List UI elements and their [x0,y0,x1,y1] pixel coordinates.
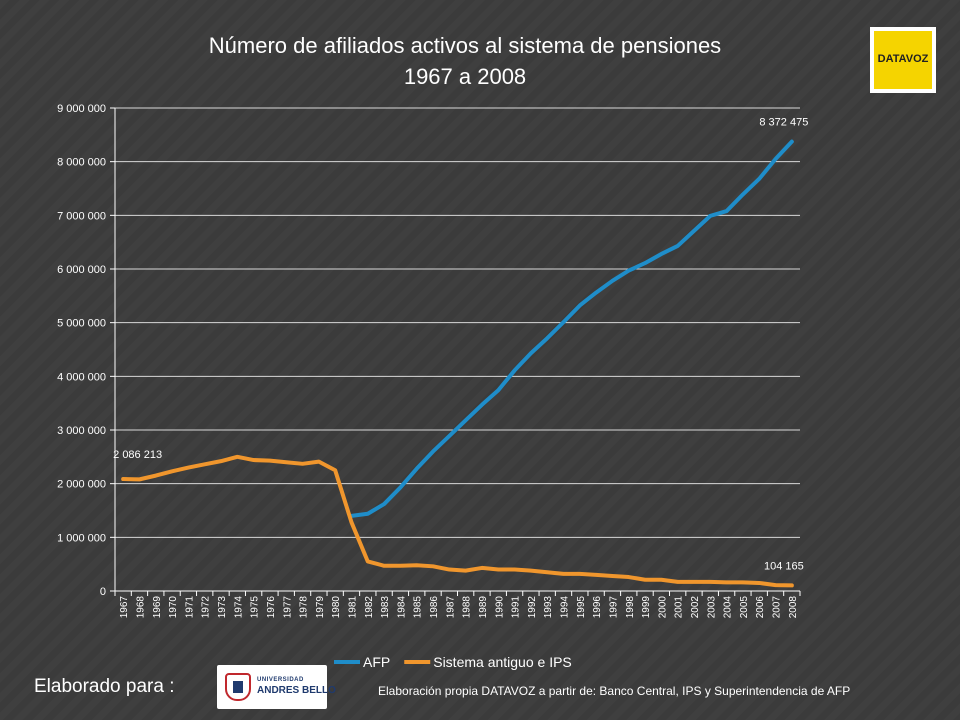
x-tick-label: 1986 [429,596,440,619]
x-tick-label: 1976 [266,596,277,619]
x-tick-label: 1983 [380,596,391,619]
x-tick-label: 2001 [674,596,685,619]
x-tick-label: 1973 [217,596,228,619]
x-tick-label: 1974 [233,596,244,619]
y-tick-label: 4 000 000 [57,371,106,383]
chart-subtitle: 1967 a 2008 [403,64,527,89]
series-line-afp [349,139,794,518]
x-tick-label: 1985 [413,596,424,619]
x-tick-label: 1981 [347,596,358,619]
y-tick-label: 3 000 000 [57,425,106,437]
legend-label: AFP [363,654,390,670]
x-tick-label: 1994 [560,596,571,619]
x-tick-label: 2008 [788,596,799,619]
university-logo-name: ANDRES BELLO [257,685,336,696]
x-tick-label: 1970 [168,596,179,619]
y-tick-label: 7 000 000 [57,210,106,222]
x-tick-label: 1996 [592,596,603,619]
x-tick-label: 1990 [494,596,505,619]
x-tick-label: 1978 [299,596,310,619]
x-tick-label: 2003 [706,596,717,619]
chart-title-block: Número de afiliados activos al sistema d… [0,30,930,92]
x-tick-label: 1977 [282,596,293,619]
y-tick-label: 5 000 000 [57,318,106,330]
x-tick-label: 2007 [772,596,783,619]
x-tick-label: 1999 [641,596,652,619]
x-tick-label: 1967 [119,596,130,619]
x-tick-label: 1997 [608,596,619,619]
x-tick-label: 1979 [315,596,326,619]
series-line-sistema-antiguo-e-ips [121,454,794,588]
x-tick-label: 1975 [250,596,261,619]
x-tick-label: 1992 [527,596,538,619]
datavoz-logo-text: DATAVOZ [877,53,929,65]
x-tick-label: 1969 [152,596,163,619]
y-tick-label: 2 000 000 [57,479,106,491]
data-label: 2 086 213 [113,449,162,461]
y-tick-label: 9 000 000 [57,103,106,115]
university-logo: UNIVERSIDAD ANDRES BELLO [217,665,336,709]
x-tick-label: 1998 [625,596,636,619]
university-logo-small-text: UNIVERSIDAD [257,677,304,683]
y-tick-label: 1 000 000 [57,532,106,544]
x-tick-label: 1980 [331,596,342,619]
chart-title: Número de afiliados activos al sistema d… [208,33,722,58]
x-tick-label: 1991 [511,596,522,619]
x-tick-label: 1995 [576,596,587,619]
x-tick-label: 1988 [462,596,473,619]
x-tick-label: 2002 [690,596,701,619]
x-tick-label: 1968 [135,596,146,619]
y-tick-label: 0 [100,586,106,598]
x-tick-label: 1987 [445,596,456,619]
x-tick-label: 2006 [755,596,766,619]
university-crest-icon [225,673,251,701]
x-tick-label: 1972 [201,596,212,619]
datavoz-logo: DATAVOZ [870,27,936,93]
y-tick-label: 6 000 000 [57,264,106,276]
x-tick-label: 1982 [364,596,375,619]
elaborado-para-label: Elaborado para : [34,676,175,697]
y-tick-label: 8 000 000 [57,157,106,169]
x-tick-label: 2005 [739,596,750,619]
source-note: Elaboración propia DATAVOZ a partir de: … [378,684,851,698]
x-tick-label: 2004 [723,596,734,619]
x-tick-label: 2000 [657,596,668,619]
x-tick-label: 1971 [184,596,195,619]
legend-label: Sistema antiguo e IPS [433,654,572,670]
x-tick-label: 1993 [543,596,554,619]
x-tick-label: 1989 [478,596,489,619]
x-tick-label: 1984 [396,596,407,619]
data-label: 8 372 475 [759,117,808,129]
datavoz-logo-badge: DATAVOZ [874,31,932,89]
data-label: 104 165 [764,560,804,572]
